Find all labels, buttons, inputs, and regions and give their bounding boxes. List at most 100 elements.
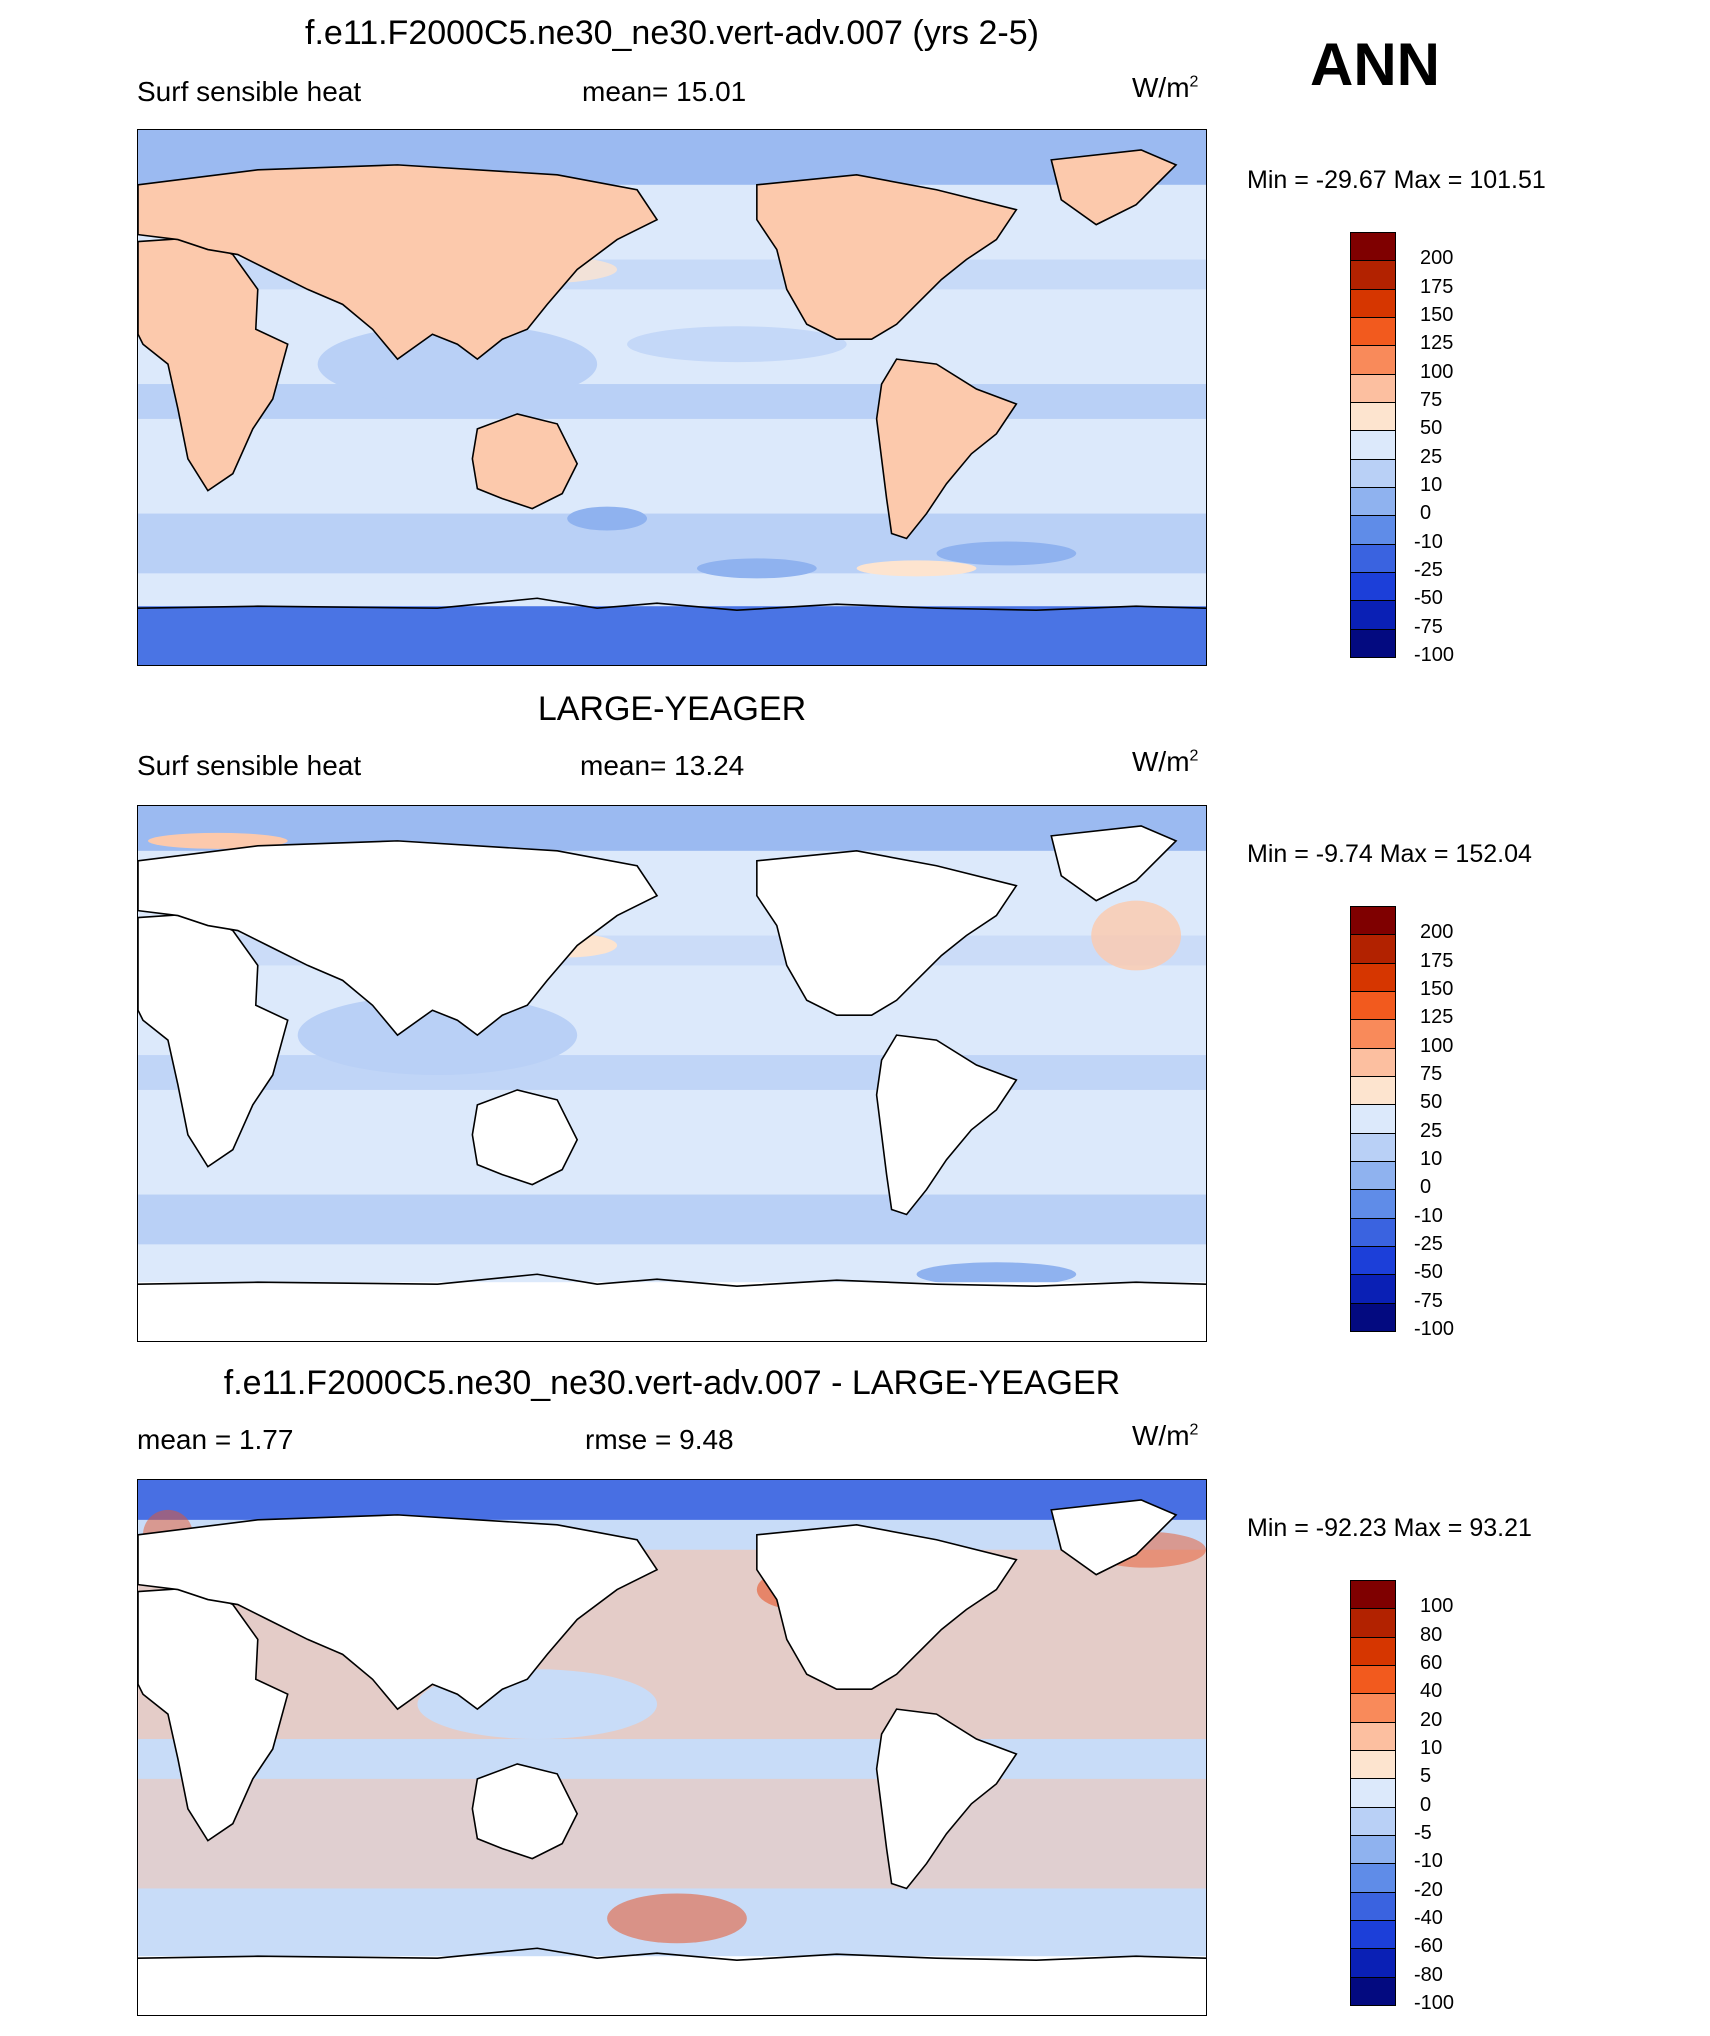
colorbar-label: -75 bbox=[1414, 615, 1443, 638]
colorbar-label: 200 bbox=[1420, 921, 1454, 944]
antarctic-coastline bbox=[138, 1947, 1206, 1962]
continent-outline bbox=[1050, 149, 1178, 226]
colorbar-label: 25 bbox=[1420, 445, 1443, 468]
panel2-map-svg bbox=[138, 806, 1206, 1341]
colorbar-label: 10 bbox=[1420, 1148, 1443, 1170]
colorbar-cell bbox=[1350, 232, 1396, 262]
colorbar-label: -50 bbox=[1414, 1261, 1443, 1284]
panel1-left-label: Surf sensible heat bbox=[137, 76, 362, 107]
continent-outline bbox=[471, 1089, 579, 1186]
colorbar-label: 150 bbox=[1420, 304, 1454, 326]
colorbar-cell bbox=[1350, 572, 1396, 602]
panel1-units: W/m2 bbox=[1132, 72, 1199, 103]
panel1-minmax: Min = -29.67 Max = 101.51 bbox=[1247, 166, 1546, 194]
colorbar-cell bbox=[1350, 1580, 1396, 1610]
continent-outline bbox=[875, 1708, 1018, 1890]
panel2-colorbar: 200 175 150 125 100 75 50 25 10 0 -10 -25 -50 -75 -100 bbox=[1350, 906, 1454, 1340]
panel3-title: f.e11.F2000C5.ne30_ne30.vert-adv.007 - L… bbox=[223, 1364, 1121, 1402]
colorbar-cell bbox=[1350, 515, 1396, 545]
panel2-minmax: Min = -9.74 Max = 152.04 bbox=[1247, 840, 1532, 868]
colorbar-label: 10 bbox=[1420, 1737, 1443, 1759]
colorbar-cell bbox=[1350, 1132, 1396, 1162]
colorbar-label: -10 bbox=[1414, 1204, 1443, 1227]
colorbar-cell bbox=[1350, 1665, 1396, 1695]
continent-outline bbox=[756, 850, 1018, 1017]
colorbar-label: -10 bbox=[1414, 1850, 1443, 1873]
colorbar-cell bbox=[1350, 1019, 1396, 1049]
colorbar-cell bbox=[1350, 1778, 1396, 1808]
panel2-units: W/m2 bbox=[1132, 746, 1199, 777]
colorbar-label: -5 bbox=[1414, 1822, 1432, 1844]
colorbar-label: 125 bbox=[1420, 332, 1454, 355]
colorbar-cell bbox=[1350, 1920, 1396, 1950]
colorbar-label: 25 bbox=[1420, 1119, 1443, 1142]
colorbar-label: 50 bbox=[1420, 417, 1443, 440]
colorbar-cell bbox=[1350, 260, 1396, 290]
continent-outline bbox=[138, 840, 659, 1037]
panel1-map-svg bbox=[138, 130, 1206, 665]
colorbar-label: 75 bbox=[1420, 389, 1443, 411]
panel3-minmax: Min = -92.23 Max = 93.21 bbox=[1247, 1514, 1532, 1542]
colorbar-cell bbox=[1350, 1302, 1396, 1332]
continent-outline bbox=[471, 1763, 579, 1860]
colorbar-cell bbox=[1350, 430, 1396, 460]
antarctic-coastline bbox=[138, 1273, 1206, 1288]
colorbar-label: 0 bbox=[1420, 1793, 1432, 1816]
continent-outline bbox=[756, 1524, 1018, 1691]
colorbar-cell bbox=[1350, 1217, 1396, 1247]
colorbar-cell bbox=[1350, 1863, 1396, 1893]
colorbar-cell bbox=[1350, 1608, 1396, 1638]
colorbar-cell bbox=[1350, 1246, 1396, 1276]
colorbar-label: -80 bbox=[1414, 1963, 1443, 1986]
continent-outline bbox=[471, 413, 579, 510]
colorbar-label: -100 bbox=[1414, 644, 1455, 666]
colorbar-label: 150 bbox=[1420, 978, 1454, 1000]
colorbar-label: 175 bbox=[1420, 275, 1454, 298]
colorbar-cell bbox=[1350, 1721, 1396, 1751]
colorbar-label: -60 bbox=[1414, 1935, 1443, 1958]
panel3-colorbar: 100 80 60 40 20 10 5 0 -5 -10 -20 -40 -60 -80 -100 bbox=[1350, 1580, 1454, 2014]
continent-outline bbox=[1050, 825, 1178, 902]
colorbar-cell bbox=[1350, 317, 1396, 347]
colorbar-label: 20 bbox=[1420, 1708, 1443, 1731]
colorbar-cell bbox=[1350, 288, 1396, 318]
continent-outline bbox=[1050, 1499, 1178, 1576]
colorbar-cell bbox=[1350, 1891, 1396, 1921]
colorbar-label: 75 bbox=[1420, 1063, 1443, 1085]
colorbar-cell bbox=[1350, 1636, 1396, 1666]
colorbar-label: 100 bbox=[1420, 360, 1454, 383]
colorbar-label: 175 bbox=[1420, 949, 1454, 972]
colorbar-label: 5 bbox=[1420, 1765, 1432, 1788]
colorbar-label: -20 bbox=[1414, 1878, 1443, 1901]
continent-outline bbox=[138, 236, 289, 492]
panel3-units: W/m2 bbox=[1132, 1420, 1199, 1451]
colorbar-cell bbox=[1350, 991, 1396, 1021]
colorbar-cell bbox=[1350, 628, 1396, 658]
colorbar-label: 100 bbox=[1420, 1034, 1454, 1057]
colorbar-label: 60 bbox=[1420, 1652, 1443, 1674]
colorbar-cell bbox=[1350, 1806, 1396, 1836]
panel3-map-svg bbox=[138, 1480, 1206, 2015]
continent-outline bbox=[138, 164, 659, 361]
colorbar-label: 200 bbox=[1420, 247, 1454, 270]
colorbar-cell bbox=[1350, 906, 1396, 936]
colorbar-cell bbox=[1350, 1047, 1396, 1077]
colorbar-label: 80 bbox=[1420, 1623, 1443, 1646]
panel3-mean: mean = 1.77 bbox=[137, 1424, 294, 1455]
colorbar-cell bbox=[1350, 487, 1396, 517]
continent-outline bbox=[138, 1514, 659, 1711]
colorbar-cell bbox=[1350, 1161, 1396, 1191]
colorbar-label: 0 bbox=[1420, 502, 1432, 525]
colorbar-cell bbox=[1350, 962, 1396, 992]
colorbar-label: 100 bbox=[1420, 1595, 1454, 1618]
panel2-map bbox=[137, 805, 1207, 1342]
colorbar-cell bbox=[1350, 458, 1396, 488]
colorbar-label: -25 bbox=[1414, 1233, 1443, 1255]
colorbar-label: -100 bbox=[1414, 1318, 1455, 1340]
continent-outline bbox=[756, 174, 1018, 341]
colorbar-label: 125 bbox=[1420, 1006, 1454, 1029]
colorbar-label: 0 bbox=[1420, 1176, 1432, 1199]
colorbar-label: -100 bbox=[1414, 1992, 1455, 2014]
colorbar-label: 50 bbox=[1420, 1091, 1443, 1114]
panel3-rmse: rmse = 9.48 bbox=[585, 1424, 734, 1455]
